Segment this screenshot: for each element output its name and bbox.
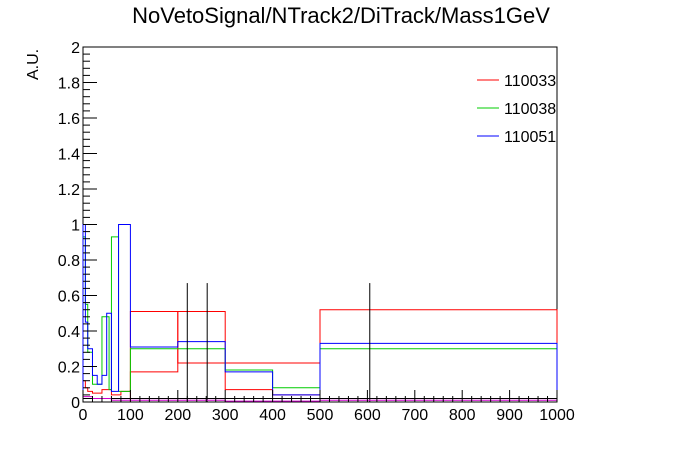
y-tick-label: 1.2 [58, 182, 80, 199]
y-tick-label: 0.2 [58, 360, 80, 377]
x-tick-label: 500 [307, 407, 334, 424]
y-tick-label: 0 [71, 395, 80, 412]
y-tick-label: 1.8 [58, 76, 80, 93]
y-tick-label: 2 [71, 40, 80, 57]
x-tick-label: 200 [164, 407, 191, 424]
y-tick-label: 0.8 [58, 253, 80, 270]
x-tick-label: 900 [496, 407, 523, 424]
y-axis-label: A.U. [25, 49, 42, 80]
x-tick-label: 1000 [539, 407, 575, 424]
x-tick-label: 0 [79, 407, 88, 424]
legend: 110033 110038 110051 [477, 73, 556, 146]
y-tick-label: 1.6 [58, 111, 80, 128]
y-tick-label: 0.6 [58, 289, 80, 306]
y-tick-label: 0.4 [58, 324, 80, 341]
x-tick-label: 600 [354, 407, 381, 424]
x-tick-label: 300 [212, 407, 239, 424]
x-tick-label: 100 [117, 407, 144, 424]
chart-title: NoVetoSignal/NTrack2/DiTrack/Mass1GeV [132, 3, 550, 28]
legend-label-110051: 110051 [504, 129, 556, 146]
axis-layer: 0 100 200 300 400 500 600 700 800 900 1000 0 0.2 0.4 0… [58, 40, 575, 424]
legend-label-110038: 110038 [504, 101, 556, 118]
series-layer [82, 224, 558, 402]
legend-label-110033: 110033 [504, 73, 556, 90]
series-line-110051 [82, 224, 558, 402]
x-tick-label: 800 [449, 407, 476, 424]
y-tick-label: 1.4 [58, 147, 80, 164]
y-tick-label: 1 [71, 218, 80, 235]
x-tick-label: 400 [259, 407, 286, 424]
x-tick-label: 700 [401, 407, 428, 424]
